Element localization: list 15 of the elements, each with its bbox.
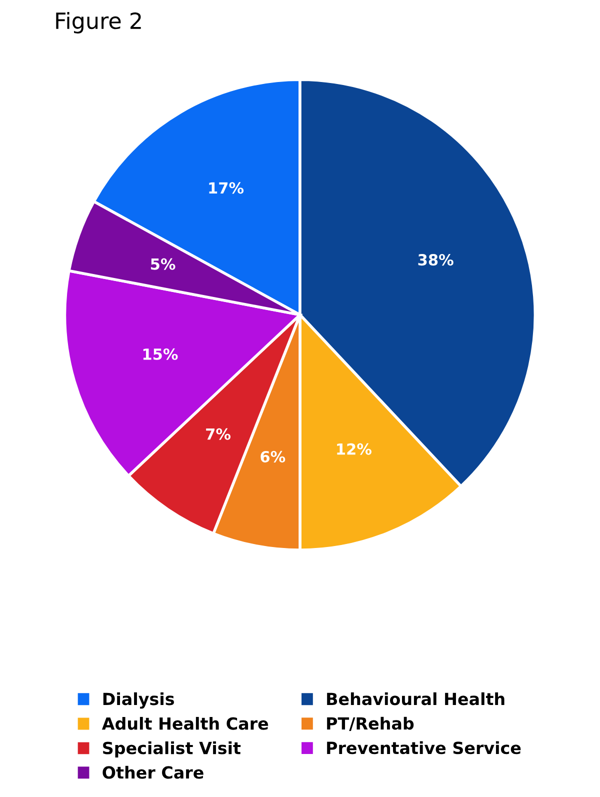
- legend-label: Preventative Service: [327, 741, 521, 754]
- legend-label: Adult Health Care: [102, 716, 268, 730]
- data-label: 15%: [143, 348, 178, 360]
- data-label: 12%: [337, 443, 372, 455]
- legend-label: Specialist Visit: [103, 741, 241, 758]
- data-label: 6%: [260, 450, 286, 462]
- data-label: 7%: [206, 428, 231, 440]
- chart-title: Figure 2: [56, 12, 141, 34]
- legend-label: Other Care: [102, 766, 204, 779]
- legend-label: PT/Rehab: [327, 716, 414, 732]
- data-label: 17%: [209, 182, 244, 194]
- data-label: 38%: [418, 254, 454, 266]
- legend-label: Dialysis: [103, 692, 174, 709]
- data-label: 5%: [151, 258, 176, 270]
- legend-label: Behavioural Health: [327, 692, 504, 706]
